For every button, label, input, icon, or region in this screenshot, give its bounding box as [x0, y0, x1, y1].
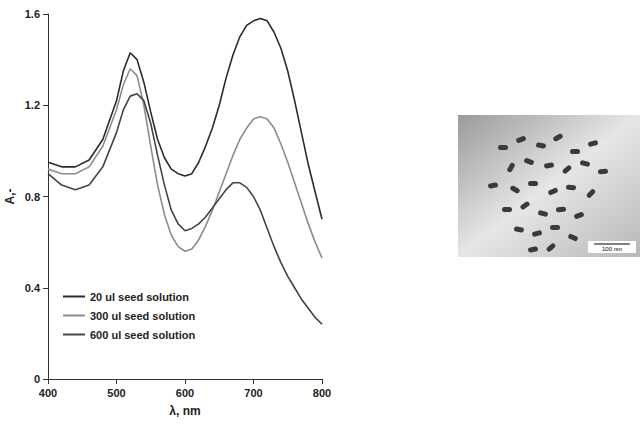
- svg-text:λ, nm: λ, nm: [169, 404, 200, 418]
- svg-text:500: 500: [107, 387, 125, 399]
- svg-text:600 ul seed solution: 600 ul seed solution: [90, 329, 195, 341]
- svg-text:300 ul seed solution: 300 ul seed solution: [90, 310, 195, 322]
- svg-text:1.2: 1.2: [25, 99, 40, 111]
- svg-text:800: 800: [313, 387, 331, 399]
- svg-text:100 nm: 100 nm: [602, 246, 622, 252]
- svg-text:600: 600: [176, 387, 194, 399]
- svg-text:700: 700: [244, 387, 262, 399]
- svg-text:A,-: A,-: [3, 189, 17, 205]
- svg-text:0: 0: [34, 373, 40, 385]
- svg-text:1.6: 1.6: [25, 8, 40, 20]
- svg-text:400: 400: [39, 387, 57, 399]
- svg-text:20 ul seed solution: 20 ul seed solution: [90, 291, 189, 303]
- svg-text:0.4: 0.4: [25, 282, 41, 294]
- svg-text:0.8: 0.8: [25, 191, 40, 203]
